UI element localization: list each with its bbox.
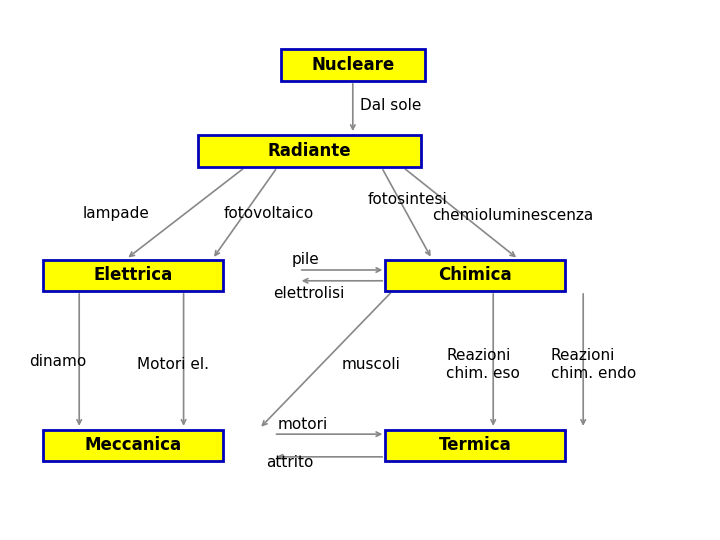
FancyBboxPatch shape <box>198 135 421 167</box>
Text: Reazioni
chim. endo: Reazioni chim. endo <box>551 348 636 381</box>
Text: elettrolisi: elettrolisi <box>274 286 345 301</box>
Text: Meccanica: Meccanica <box>85 436 181 455</box>
FancyBboxPatch shape <box>385 260 565 291</box>
Text: chemioluminescenza: chemioluminescenza <box>432 208 593 224</box>
Text: Reazioni
chim. eso: Reazioni chim. eso <box>446 348 521 381</box>
Text: Elettrica: Elettrica <box>94 266 173 285</box>
FancyBboxPatch shape <box>43 430 223 461</box>
Text: fotovoltaico: fotovoltaico <box>223 206 313 221</box>
Text: Motori el.: Motori el. <box>137 357 209 372</box>
FancyBboxPatch shape <box>385 430 565 461</box>
Text: Radiante: Radiante <box>268 142 351 160</box>
Text: Dal sole: Dal sole <box>360 98 421 113</box>
Text: Chimica: Chimica <box>438 266 512 285</box>
Text: dinamo: dinamo <box>29 354 86 369</box>
FancyBboxPatch shape <box>43 260 223 291</box>
Text: lampade: lampade <box>83 206 150 221</box>
Text: motori: motori <box>277 417 328 432</box>
Text: pile: pile <box>292 252 320 267</box>
Text: fotosintesi: fotosintesi <box>367 192 447 207</box>
Text: attrito: attrito <box>266 455 314 470</box>
Text: muscoli: muscoli <box>342 357 401 372</box>
FancyBboxPatch shape <box>281 49 425 81</box>
Text: Nucleare: Nucleare <box>311 56 395 74</box>
Text: Termica: Termica <box>438 436 512 455</box>
